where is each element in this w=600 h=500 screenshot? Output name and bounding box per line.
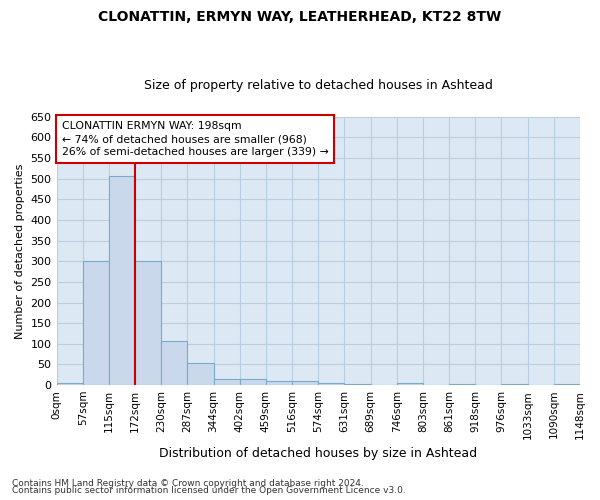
Text: Contains public sector information licensed under the Open Government Licence v3: Contains public sector information licen…	[12, 486, 406, 495]
Bar	[83, 261, 109, 385]
Bar	[502, 384, 527, 385]
Text: CLONATTIN ERMYN WAY: 198sqm
← 74% of detached houses are smaller (968)
26% of se: CLONATTIN ERMYN WAY: 198sqm ← 74% of det…	[62, 121, 329, 157]
Title: Size of property relative to detached houses in Ashtead: Size of property relative to detached ho…	[144, 79, 493, 92]
Bar	[135, 261, 161, 385]
Y-axis label: Number of detached properties: Number of detached properties	[15, 163, 25, 338]
Bar	[56, 383, 83, 385]
Bar	[187, 363, 214, 385]
Bar	[266, 381, 292, 385]
Bar	[397, 383, 423, 385]
Bar	[318, 383, 344, 385]
Bar	[449, 384, 475, 385]
Bar	[292, 382, 318, 385]
Bar	[109, 176, 135, 385]
Bar	[554, 384, 580, 385]
Bar	[240, 379, 266, 385]
Text: Contains HM Land Registry data © Crown copyright and database right 2024.: Contains HM Land Registry data © Crown c…	[12, 478, 364, 488]
Bar	[344, 384, 371, 385]
X-axis label: Distribution of detached houses by size in Ashtead: Distribution of detached houses by size …	[159, 447, 478, 460]
Bar	[214, 380, 240, 385]
Text: CLONATTIN, ERMYN WAY, LEATHERHEAD, KT22 8TW: CLONATTIN, ERMYN WAY, LEATHERHEAD, KT22 …	[98, 10, 502, 24]
Bar	[161, 341, 187, 385]
